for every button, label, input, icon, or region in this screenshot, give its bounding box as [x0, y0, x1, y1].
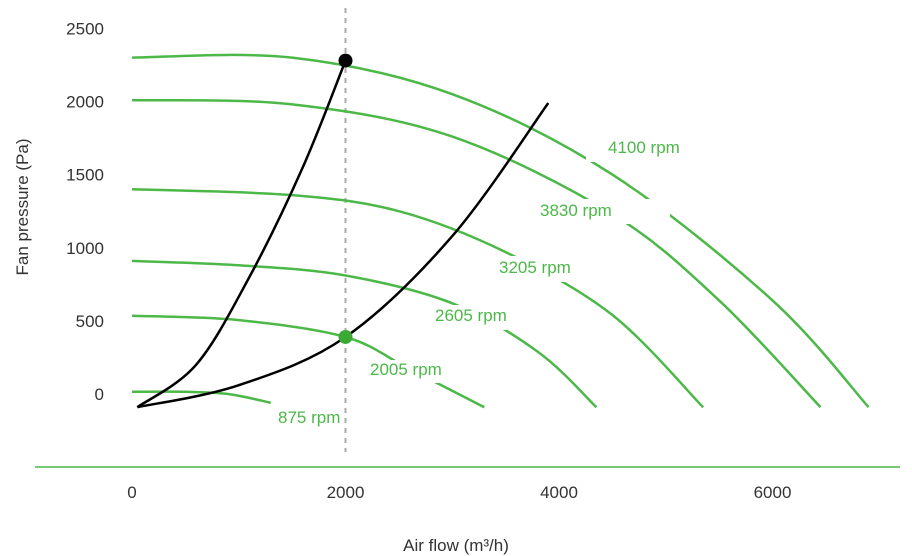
y-tick-label: 1500 [66, 166, 104, 185]
fan-curve-3 [131, 259, 598, 409]
curve-label-1: 875 rpm [278, 408, 340, 427]
y-tick-label: 1000 [66, 239, 104, 258]
label-gap-2 [362, 360, 472, 383]
x-tick-label: 0 [127, 483, 136, 502]
y-tick-label: 0 [95, 385, 104, 404]
curve-label-2: 2005 rpm [370, 360, 442, 379]
label-gap-3 [426, 305, 535, 330]
curve-label-4: 3205 rpm [499, 258, 571, 277]
system-curve-1 [136, 60, 347, 409]
operating-points [338, 53, 353, 344]
fan-curve-5 [131, 98, 822, 409]
fan-curve-6 [131, 53, 870, 409]
fan-curves [131, 53, 870, 409]
operating-point-1 [338, 53, 353, 68]
system-curve-2 [137, 102, 550, 409]
y-tick-label: 500 [76, 312, 104, 331]
curve-labels: 875 rpm 2005 rpm 2605 rpm 3205 rpm 3830 rpm 4… [236, 133, 706, 432]
x-tick-label: 6000 [754, 483, 792, 502]
x-axis-title: Air flow (m³/h) [403, 536, 509, 555]
fan-curve-1 [131, 390, 272, 405]
x-tick-label: 2000 [327, 483, 365, 502]
curve-label-3: 2605 rpm [435, 306, 507, 325]
curve-label-5: 3830 rpm [540, 201, 612, 220]
label-gap-6 [586, 133, 706, 162]
curve-label-6: 4100 rpm [608, 138, 680, 157]
y-tick-label: 2000 [66, 93, 104, 112]
system-curves [136, 60, 550, 409]
fan-curve-4 [131, 188, 704, 409]
x-tick-labels: 0 2000 4000 6000 [127, 483, 791, 502]
x-tick-label: 4000 [540, 483, 578, 502]
y-tick-labels: 0 500 1000 1500 2000 2500 [66, 19, 104, 404]
label-gap-1 [236, 412, 288, 432]
y-axis-title: Fan pressure (Pa) [13, 139, 32, 276]
label-gap-4 [492, 256, 600, 282]
y-tick-label: 2500 [66, 19, 104, 38]
label-gap-5 [532, 199, 670, 224]
operating-point-2 [338, 329, 353, 344]
